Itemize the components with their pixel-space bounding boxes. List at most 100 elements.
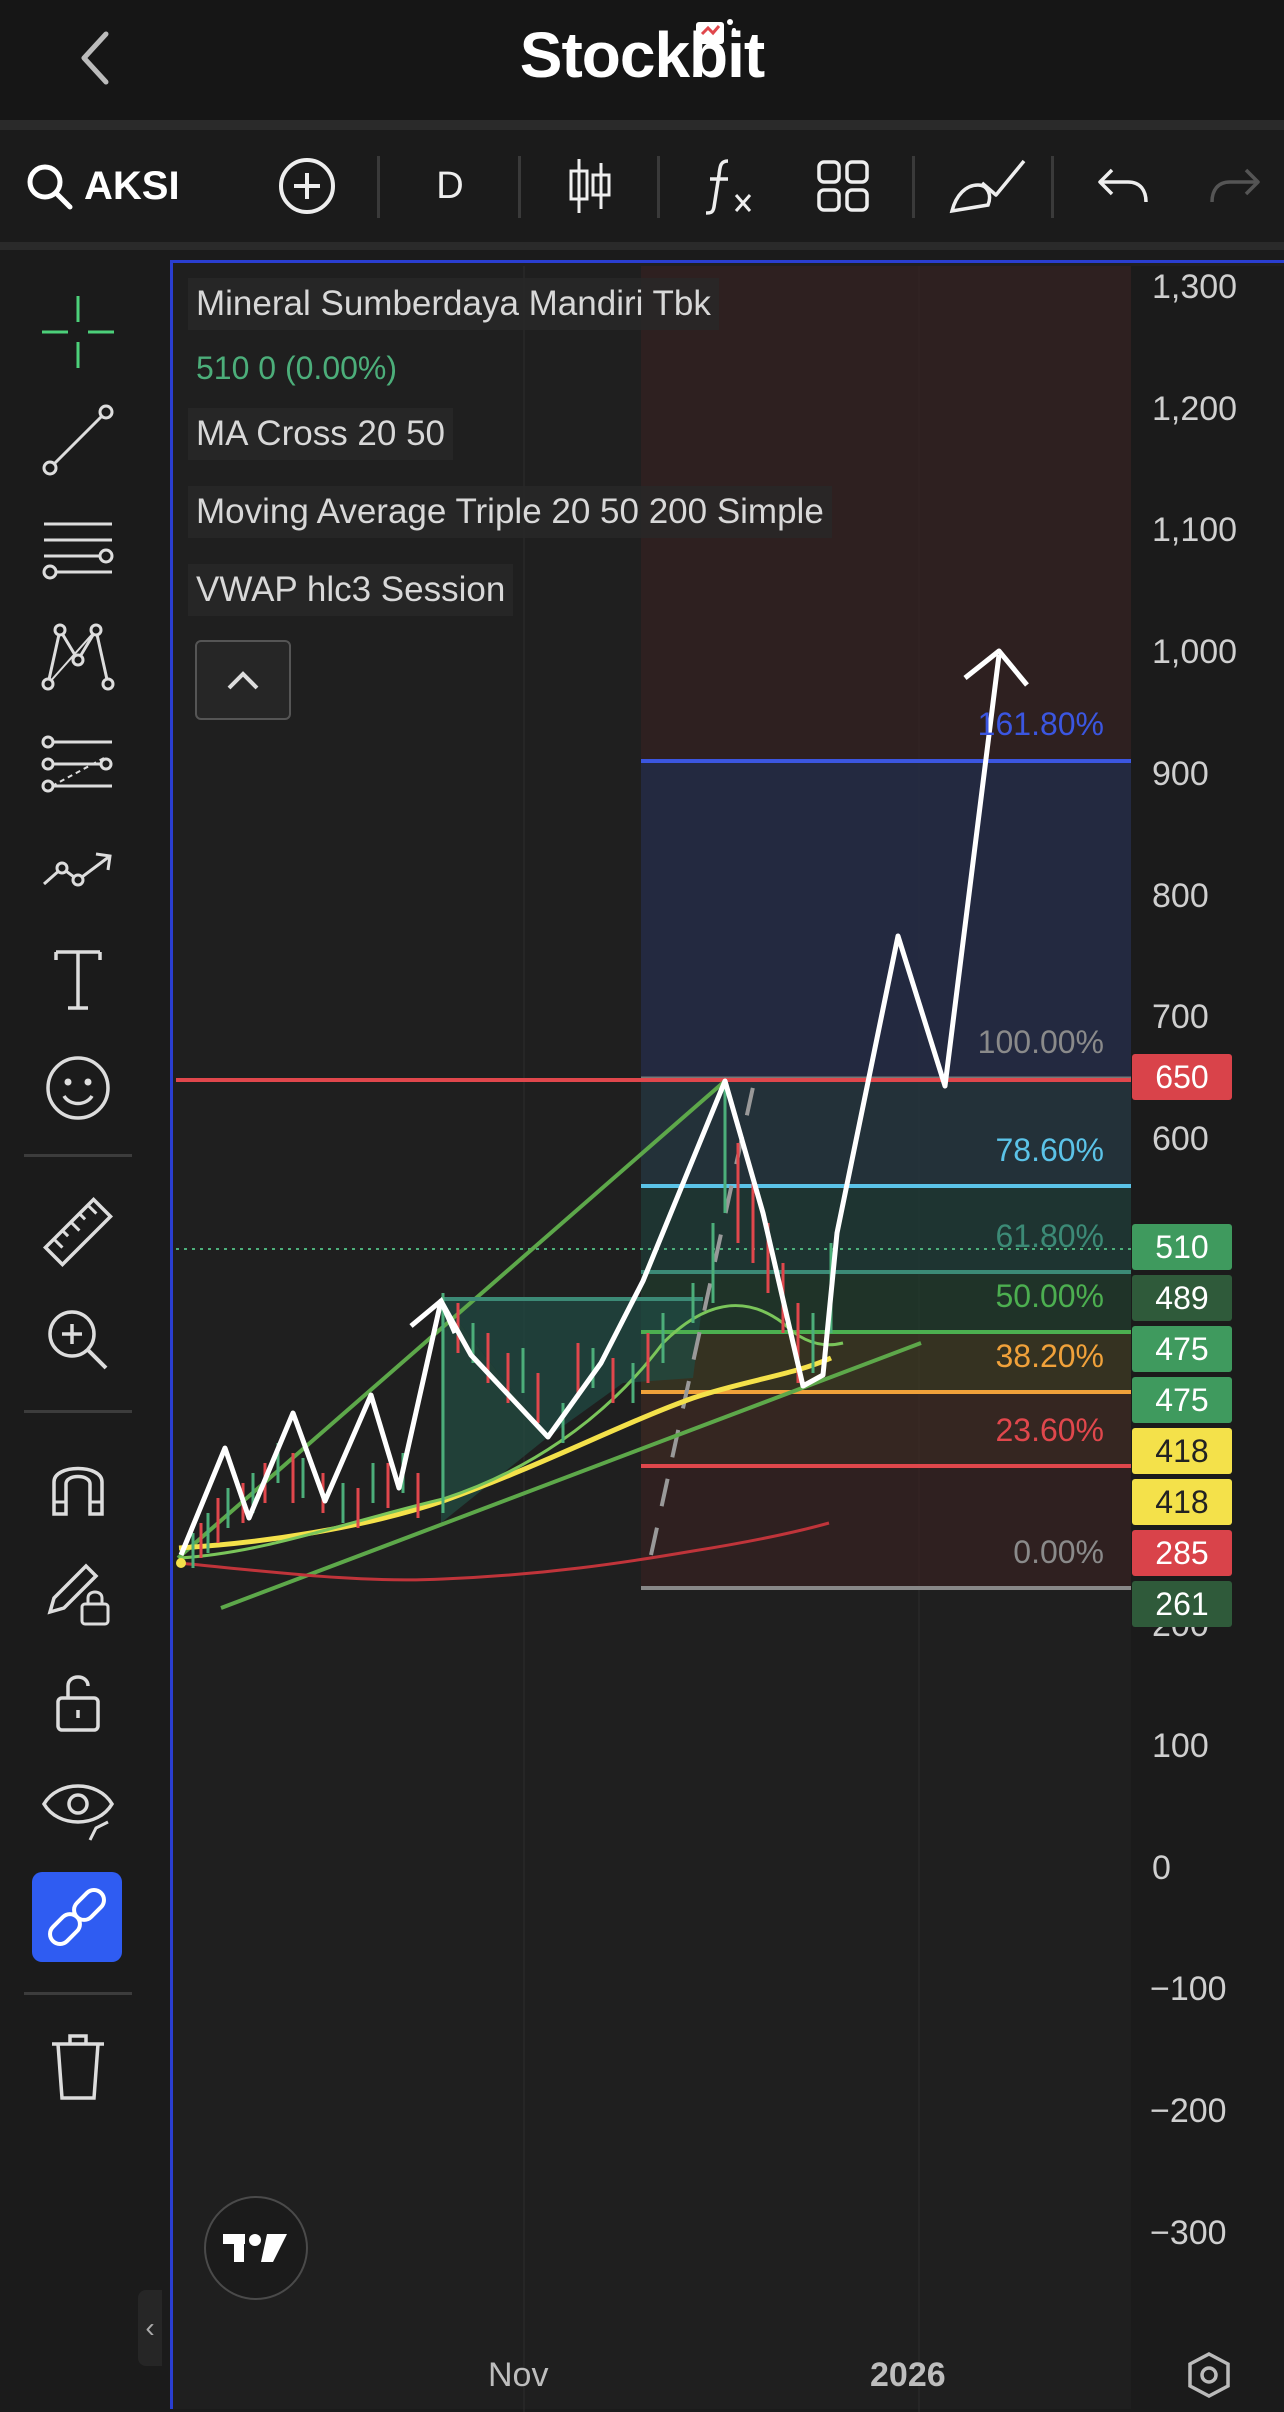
price-change: 510 0 (0.00%)	[196, 350, 398, 386]
y-tick: 800	[1152, 877, 1209, 915]
brush-icon	[949, 159, 1026, 214]
toolbar-divider	[912, 156, 915, 218]
redo-icon	[1210, 168, 1260, 203]
header-separator	[0, 120, 1284, 130]
price-tag-475b: 475	[1132, 1377, 1232, 1423]
chart-type-button[interactable]	[560, 152, 620, 220]
tradingview-icon	[223, 2234, 287, 2262]
magnet-icon	[52, 1466, 104, 1516]
undo-button[interactable]	[1092, 152, 1152, 220]
visibility-tool[interactable]	[30, 1766, 126, 1850]
symbol-search[interactable]: AKSI	[24, 156, 180, 216]
y-tick: 1,000	[1152, 633, 1238, 671]
y-tick: 700	[1152, 998, 1209, 1036]
trend-line-tool[interactable]	[30, 398, 126, 482]
y-tick: 600	[1152, 1120, 1209, 1158]
tools-divider	[24, 1154, 132, 1157]
undo-icon	[1098, 168, 1148, 203]
fib-label-618: 61.80%	[995, 1218, 1104, 1254]
fib-label-100: 100.00%	[977, 1024, 1104, 1060]
interval-button[interactable]: D	[436, 164, 464, 207]
logo-badge-icon	[696, 19, 736, 44]
unlock-icon	[56, 1675, 100, 1732]
lock-drawing-icon	[47, 1563, 110, 1626]
fib-levels-tool[interactable]	[30, 722, 126, 806]
price-tag-285: 285	[1132, 1530, 1232, 1576]
measure-tool[interactable]	[30, 1190, 126, 1274]
collapse-panel-tab[interactable]: ‹	[138, 2290, 162, 2366]
back-chevron-icon[interactable]	[70, 28, 130, 88]
layout-grid-icon	[817, 160, 869, 212]
settings-icon[interactable]	[1184, 2350, 1234, 2400]
app-header: Stockbit	[0, 0, 1284, 120]
x-tick-nov: Nov	[488, 2356, 549, 2394]
price-tag-489: 489	[1132, 1275, 1232, 1321]
price-tag-418a: 418	[1132, 1428, 1232, 1474]
price-tag-475a: 475	[1132, 1326, 1232, 1372]
company-name: Mineral Sumberdaya Mandiri Tbk	[188, 278, 719, 330]
price-tag-261: 261	[1132, 1581, 1232, 1627]
pattern-icon	[41, 623, 115, 691]
delete-tool[interactable]	[30, 2024, 126, 2108]
tradingview-logo[interactable]	[204, 2196, 308, 2300]
unlock-tool[interactable]	[30, 1658, 126, 1742]
trash-icon	[52, 2034, 104, 2100]
app-logo: Stockbit	[519, 19, 765, 91]
trend-line-icon	[42, 404, 114, 476]
crosshair-tool[interactable]	[30, 290, 126, 374]
indicator-ma-triple[interactable]: Moving Average Triple 20 50 200 Simple	[188, 486, 832, 538]
fib-levels-icon	[41, 735, 113, 793]
zoom-tool[interactable]	[30, 1298, 126, 1382]
toolbar-divider	[657, 156, 660, 218]
y-tick: −100	[1150, 1970, 1227, 2008]
y-tick: −200	[1150, 2092, 1227, 2130]
drawing-tools-panel	[0, 250, 160, 2409]
eye-icon	[41, 1784, 115, 1841]
y-tick: 1,300	[1152, 268, 1238, 306]
layout-button[interactable]	[810, 152, 876, 220]
chevron-up-icon	[227, 671, 259, 690]
add-compare-button[interactable]	[274, 152, 340, 220]
legend-collapse-button[interactable]	[195, 640, 291, 720]
chart-canvas[interactable]	[170, 260, 1284, 2412]
horizontal-lines-icon	[42, 522, 114, 580]
toolbar-separator	[0, 242, 1284, 250]
fib-label-000: 0.00%	[1013, 1534, 1104, 1570]
emoji-tool[interactable]	[30, 1046, 126, 1130]
crosshair-icon	[42, 296, 114, 368]
horizontal-lines-tool[interactable]	[30, 506, 126, 590]
candlestick-icon	[569, 159, 611, 213]
projection-tool[interactable]	[30, 830, 126, 914]
magnet-tool[interactable]	[30, 1442, 126, 1526]
link-icon	[48, 1888, 106, 1946]
toolbar-divider	[1051, 156, 1054, 218]
projection-icon	[43, 852, 112, 887]
zoom-icon	[48, 1310, 108, 1370]
tools-divider	[24, 1410, 132, 1413]
emoji-icon	[46, 1056, 110, 1120]
text-tool[interactable]	[30, 938, 126, 1022]
price-tag-418b: 418	[1132, 1479, 1232, 1525]
y-tick: −300	[1150, 2214, 1227, 2252]
y-tick: 900	[1152, 755, 1209, 793]
text-icon	[54, 950, 102, 1010]
fib-label-500: 50.00%	[995, 1278, 1104, 1314]
ruler-icon	[42, 1196, 114, 1268]
function-icon	[705, 159, 752, 215]
redo-button[interactable]	[1206, 152, 1266, 220]
x-tick-year: 2026	[870, 2356, 946, 2394]
indicator-ma-cross[interactable]: MA Cross 20 50	[188, 408, 453, 460]
fib-label-786: 78.60%	[995, 1132, 1104, 1168]
link-tool[interactable]	[32, 1872, 122, 1962]
toolbar-divider	[518, 156, 521, 218]
pattern-tool[interactable]	[30, 614, 126, 698]
indicators-button[interactable]	[696, 152, 762, 220]
y-tick: 1,200	[1152, 390, 1238, 428]
chart-toolbar: AKSI D	[0, 130, 1284, 242]
tools-divider	[24, 1992, 132, 1995]
indicator-vwap[interactable]: VWAP hlc3 Session	[188, 564, 514, 616]
drawing-button[interactable]	[946, 152, 1030, 220]
symbol-label: AKSI	[84, 163, 180, 208]
lock-drawing-tool[interactable]	[30, 1550, 126, 1634]
